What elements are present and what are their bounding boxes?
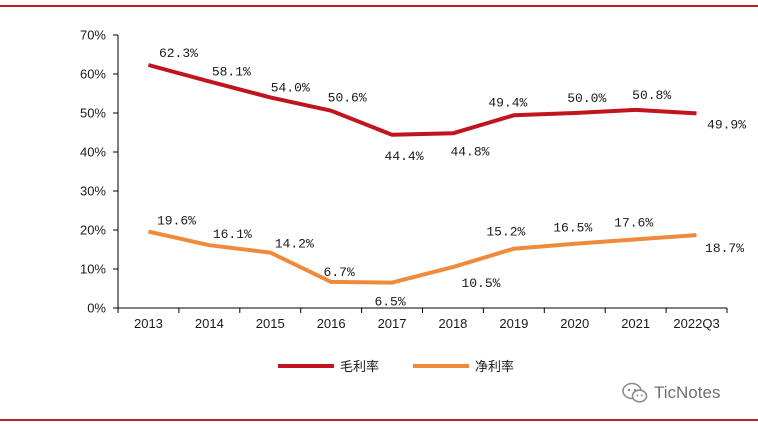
y-tick-label: 30% xyxy=(80,184,106,199)
x-tick-label: 2022Q3 xyxy=(673,316,719,331)
legend-swatch-net-margin xyxy=(413,363,470,368)
net-margin-data-label: 6.5% xyxy=(374,295,405,310)
x-tick-label: 2017 xyxy=(378,316,407,331)
net-margin-data-label: 17.6% xyxy=(614,215,653,230)
gross-margin-data-label: 50.8% xyxy=(632,88,671,103)
net-margin-data-label: 14.2% xyxy=(275,237,314,252)
net-margin-data-label: 15.2% xyxy=(486,225,525,240)
gross-margin-data-label: 58.1% xyxy=(212,64,251,79)
x-tick-label: 2016 xyxy=(317,316,346,331)
y-tick-label: 70% xyxy=(80,28,106,43)
x-tick-label: 2014 xyxy=(195,316,224,331)
x-tick-label: 2015 xyxy=(256,316,285,331)
top-rule xyxy=(0,5,758,7)
legend-swatch-gross-margin xyxy=(278,363,334,368)
gross-margin-data-label: 49.4% xyxy=(488,95,527,110)
x-tick-label: 2019 xyxy=(499,316,528,331)
gross-margin-data-label: 49.9% xyxy=(707,117,746,132)
x-tick-label: 2018 xyxy=(438,316,467,331)
net-margin-data-label: 16.1% xyxy=(213,227,252,242)
gross-margin-data-label: 50.6% xyxy=(328,91,367,106)
gross-margin-data-label: 44.8% xyxy=(450,144,489,159)
data-labels: 62.3% 58.1% 54.0% 50.6% 44.4% 44.8% 49.4% 50.0%… xyxy=(157,46,746,310)
wechat-icon xyxy=(622,382,648,403)
net-margin-line xyxy=(147,229,697,285)
legend: 毛利率 净利率 xyxy=(278,356,514,375)
legend-label-net-margin: 净利率 xyxy=(475,360,515,375)
x-tick-label: 2013 xyxy=(134,316,163,331)
y-tick-label: 40% xyxy=(80,145,106,160)
net-margin-data-label: 18.7% xyxy=(705,241,744,256)
gross-margin-data-label: 44.4% xyxy=(385,149,424,164)
net-margin-data-label: 6.7% xyxy=(324,265,355,280)
legend-label-gross-margin: 毛利率 xyxy=(340,360,380,375)
series-lines xyxy=(147,63,697,285)
watermark-text: TicNotes xyxy=(654,383,721,402)
x-axis-ticks: 2013 2014 2015 2016 2017 2018 2019 2020 2021 2022… xyxy=(117,308,728,331)
gross-margin-data-label: 54.0% xyxy=(271,80,310,95)
y-tick-label: 50% xyxy=(80,106,106,121)
x-tick-label: 2020 xyxy=(560,316,589,331)
y-tick-label: 10% xyxy=(80,262,106,277)
watermark: TicNotes xyxy=(622,382,720,404)
net-margin-data-label: 10.5% xyxy=(461,276,500,291)
gross-margin-line xyxy=(147,63,697,137)
gross-margin-data-label: 50.0% xyxy=(567,91,606,106)
bottom-rule xyxy=(0,419,758,421)
net-margin-data-label: 19.6% xyxy=(157,214,196,229)
y-tick-label: 20% xyxy=(80,223,106,238)
x-tick-label: 2021 xyxy=(621,316,650,331)
legend-item-net-margin: 净利率 xyxy=(413,356,514,375)
gross-margin-data-label: 62.3% xyxy=(159,46,198,61)
y-tick-label: 0% xyxy=(87,301,106,316)
y-axis-ticks: 0% 10% 20% 30% 40% 50% 60% 70% xyxy=(80,28,118,316)
net-margin-data-label: 16.5% xyxy=(553,221,592,236)
y-tick-label: 60% xyxy=(80,67,106,82)
legend-item-gross-margin: 毛利率 xyxy=(278,356,379,375)
